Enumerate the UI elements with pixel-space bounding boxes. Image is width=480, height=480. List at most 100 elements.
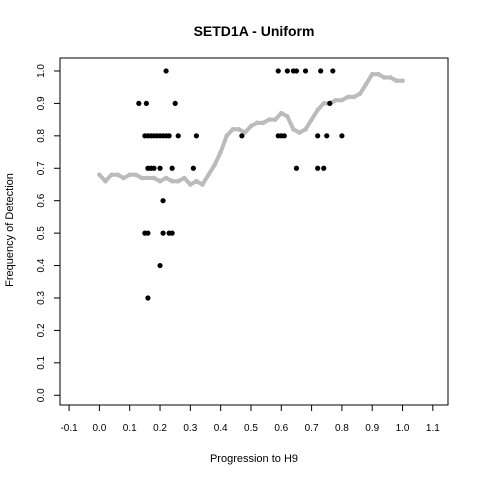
x-tick-label: 0.5	[244, 423, 258, 434]
data-point	[166, 133, 172, 139]
trend-point	[115, 172, 120, 178]
data-point	[318, 68, 324, 74]
data-point	[160, 198, 166, 204]
trend-point	[230, 127, 236, 132]
data-point	[160, 230, 166, 236]
x-tick-label: 0.2	[153, 423, 167, 434]
data-point	[175, 133, 181, 139]
y-axis-label: Frequency of Detection	[4, 173, 16, 287]
x-tick-label: 0.7	[305, 423, 319, 434]
y-tick-label: 0.2	[36, 323, 47, 337]
trend-point	[188, 182, 193, 187]
trend-point	[151, 175, 157, 181]
data-point	[157, 262, 163, 269]
trend-point	[260, 120, 266, 126]
trend-point	[291, 127, 296, 132]
x-axis-label: Progression to H9	[210, 453, 298, 465]
trend-point	[309, 117, 314, 122]
trend-point	[339, 97, 345, 103]
trend-point	[145, 175, 151, 181]
trend-point	[303, 127, 308, 132]
trend-point	[315, 107, 320, 113]
data-point	[157, 165, 163, 171]
x-tick-label: 0.8	[335, 423, 349, 434]
x-tick-label: 0.6	[274, 423, 288, 434]
y-tick-label: 0.4	[36, 258, 47, 272]
trend-point	[121, 175, 126, 181]
data-point	[324, 133, 330, 139]
y-tick-label: 0.6	[36, 193, 47, 207]
data-point	[315, 133, 321, 139]
trend-point	[224, 133, 230, 139]
data-point	[143, 100, 149, 107]
trend-point	[103, 178, 108, 184]
trend-point	[345, 94, 351, 100]
trend-point	[97, 172, 102, 178]
trend-point	[388, 75, 393, 80]
trend-point	[272, 117, 278, 122]
data-point	[281, 133, 287, 139]
y-tick-label: 0.5	[36, 226, 47, 240]
data-point	[193, 133, 200, 139]
y-tick-label: 0.7	[36, 161, 47, 175]
trend-point	[175, 178, 181, 184]
x-tick-label: 0.0	[92, 423, 106, 434]
x-tick-label: 0.9	[365, 423, 379, 434]
y-tick-label: 0.9	[36, 96, 47, 110]
trend-point	[127, 172, 133, 178]
y-tick-label: 0.0	[36, 388, 47, 402]
trend-point	[357, 91, 363, 96]
trend-point	[363, 81, 369, 87]
trend-point	[139, 175, 145, 181]
x-tick-label: -0.1	[60, 423, 78, 434]
data-point	[339, 133, 345, 139]
chart-title: SETD1A - Uniform	[194, 23, 315, 39]
data-point	[284, 68, 290, 74]
data-point	[293, 68, 300, 74]
trend-point	[400, 78, 405, 84]
data-point	[190, 165, 196, 171]
trend-point	[181, 175, 187, 181]
y-tick-label: 0.8	[36, 128, 47, 142]
trend-point	[133, 172, 139, 178]
data-point	[151, 165, 157, 171]
data-point	[136, 100, 142, 107]
trend-layer	[97, 71, 405, 187]
data-point	[172, 100, 178, 107]
trend-point	[157, 178, 163, 184]
trend-point	[169, 178, 175, 184]
trend-point	[163, 175, 169, 181]
data-point	[163, 68, 169, 74]
y-axis: 0.0 0.1 0.2 0.3 0.4 0.5 0.6 0.7 0.8 0.9 1.0	[36, 64, 60, 402]
trend-point	[242, 130, 248, 135]
trend-point	[321, 101, 327, 106]
points-layer	[136, 68, 345, 301]
data-point	[145, 295, 151, 301]
data-point	[293, 165, 300, 171]
data-point	[330, 68, 336, 74]
data-point	[327, 100, 333, 107]
x-tick-label: 1.1	[426, 423, 440, 434]
data-point	[321, 165, 327, 171]
trend-point	[297, 130, 302, 135]
trend-point	[200, 182, 205, 187]
trend-point	[266, 117, 272, 122]
trend-point	[382, 75, 387, 80]
x-tick-label: 0.4	[214, 423, 228, 434]
trend-point	[218, 149, 223, 155]
trend-point	[351, 94, 357, 100]
data-point	[169, 230, 175, 236]
y-tick-label: 0.1	[36, 355, 47, 369]
x-tick-label: 0.3	[183, 423, 197, 434]
trend-point	[248, 123, 254, 129]
trend-point	[254, 120, 260, 126]
plot-frame	[59, 57, 449, 406]
data-point	[315, 165, 321, 171]
trend-point	[206, 172, 211, 178]
x-tick-label: 1.0	[396, 423, 410, 434]
trend-point	[285, 114, 290, 119]
x-axis: -0.1 0.0 0.1 0.2 0.3 0.4 0.5 0.6 0.7 0.8 0.9 1.0 1.1	[60, 405, 440, 434]
trend-point	[212, 162, 217, 168]
